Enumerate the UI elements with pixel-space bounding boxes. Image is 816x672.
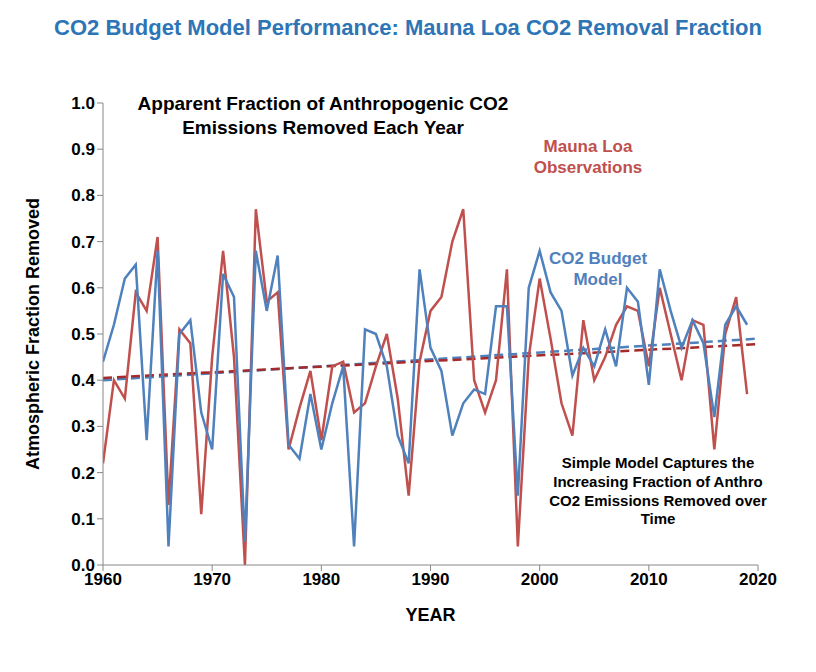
html-text:Mauna Loa Observations: Mauna Loa Observations xyxy=(533,137,643,178)
svg-text:2020: 2020 xyxy=(739,570,777,589)
svg-text:0.8: 0.8 xyxy=(71,186,95,205)
svg-text:1960: 1960 xyxy=(84,570,122,590)
svg-text:0.6: 0.6 xyxy=(71,279,95,298)
svg-text:0.2: 0.2 xyxy=(71,464,95,483)
svg-text:1.0: 1.0 xyxy=(71,94,95,113)
svg-text:0.9: 0.9 xyxy=(71,140,95,159)
svg-text:2000: 2000 xyxy=(521,570,559,589)
svg-text:0.7: 0.7 xyxy=(71,233,95,252)
html-text:Simple Model Captures the Incr: Simple Model Captures the Increasing Fra… xyxy=(549,454,767,528)
svg-text:2010: 2010 xyxy=(630,570,668,589)
svg-text:Atmospheric Fraction Removed: Atmospheric Fraction Removed xyxy=(23,198,43,470)
svg-text:0.0: 0.0 xyxy=(71,556,95,575)
svg-text:YEAR: YEAR xyxy=(405,605,455,625)
svg-text:0.5: 0.5 xyxy=(71,325,95,344)
html-text:CO2 Budget Model: CO2 Budget Model xyxy=(548,249,648,290)
svg-text:0.4: 0.4 xyxy=(71,371,95,390)
svg-text:0.3: 0.3 xyxy=(71,417,95,436)
svg-text:1970: 1970 xyxy=(193,570,231,589)
html-text:Apparent Fraction of Anthropog: Apparent Fraction of Anthropogenic CO2 E… xyxy=(137,93,509,138)
html-text:CO2 Budget Model Performance:: CO2 Budget Model Performance: Mauna Loa … xyxy=(54,15,762,40)
svg-text:1990: 1990 xyxy=(412,570,450,589)
svg-text:1980: 1980 xyxy=(302,570,340,589)
svg-text:0.1: 0.1 xyxy=(71,510,95,529)
